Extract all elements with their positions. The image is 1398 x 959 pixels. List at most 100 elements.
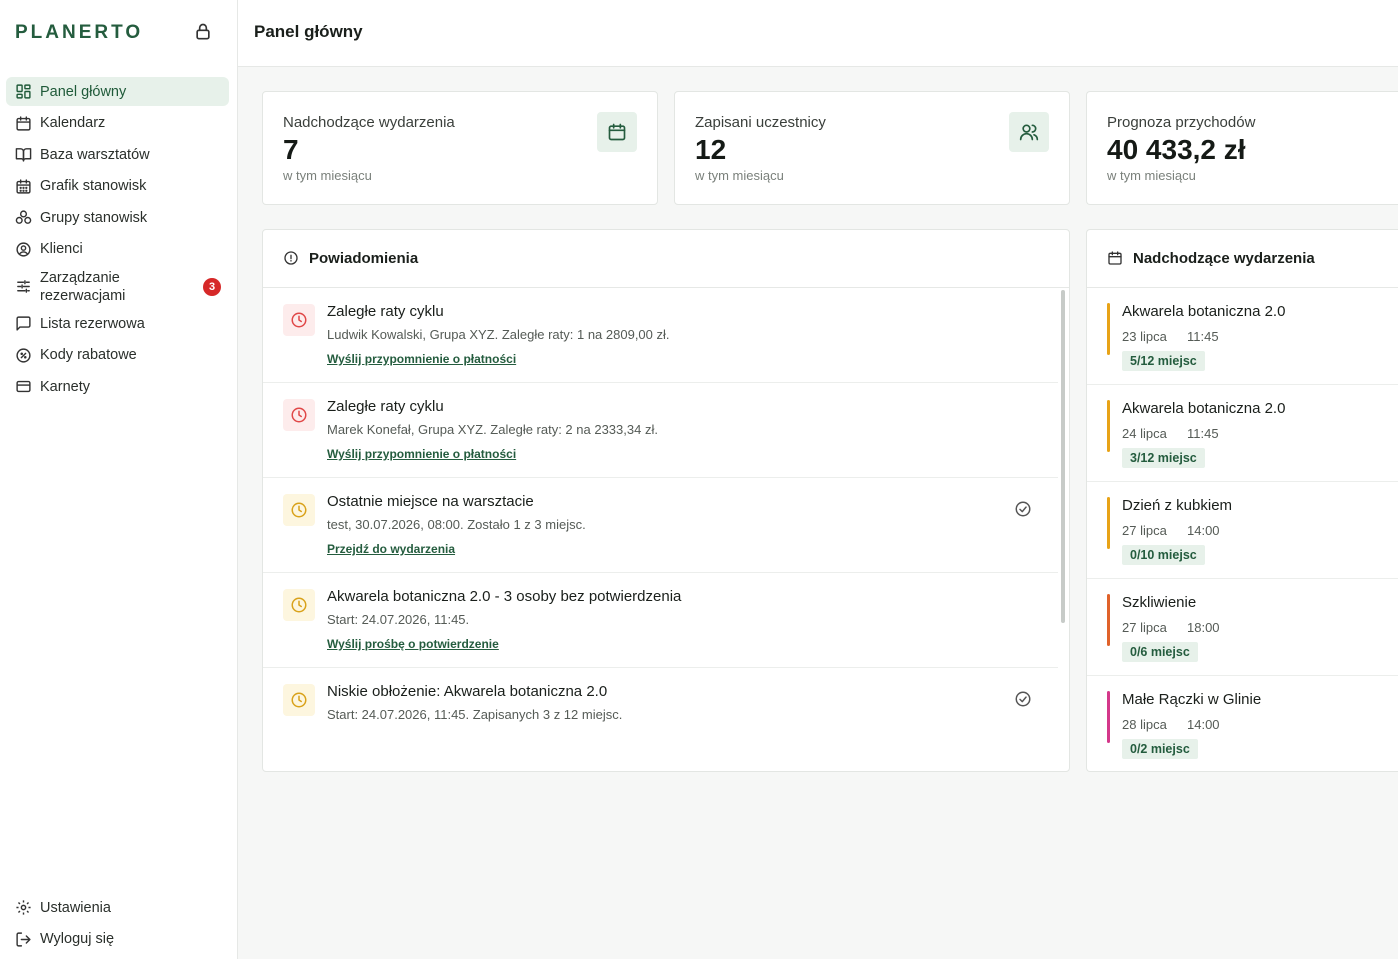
sidebar-item-passes[interactable]: Karnety — [6, 372, 229, 401]
event-item[interactable]: Szkliwienie 27 lipca 18:00 0/6 miejsc — [1087, 579, 1398, 676]
sidebar-item-discount-codes[interactable]: Kody rabatowe — [6, 341, 229, 370]
top-bar: Panel główny — [238, 0, 1398, 67]
event-color-bar — [1107, 303, 1110, 355]
page-title: Panel główny — [254, 22, 363, 41]
event-color-bar — [1107, 400, 1110, 452]
logout-icon — [14, 930, 32, 948]
divider — [263, 287, 1069, 288]
notifications-header: Powiadomienia — [283, 249, 418, 267]
event-date: 27 lipca — [1122, 620, 1167, 635]
event-time: 14:00 — [1187, 523, 1220, 538]
go-to-event-link[interactable]: Przejdź do wydarzenia — [327, 542, 456, 556]
calendar-grid-icon — [14, 177, 32, 195]
event-title: Dzień z kubkiem — [1122, 497, 1233, 514]
sidebar-item-calendar[interactable]: Kalendarz — [6, 109, 229, 138]
event-item[interactable]: Akwarela botaniczna 2.0 23 lipca 11:45 5… — [1087, 288, 1398, 385]
sidebar-item-reservations[interactable]: Zarządzanie rezerwacjami 3 — [6, 267, 229, 307]
sidebar-item-dashboard[interactable]: Panel główny — [6, 77, 229, 106]
dashboard-icon — [14, 83, 32, 101]
stat-value: 12 — [695, 134, 727, 165]
sidebar-nav: Panel główny Kalendarz Baza warsztatów G… — [6, 77, 229, 404]
sidebar-item-settings[interactable]: Ustawienia — [6, 893, 229, 922]
stat-value: 40 433,2 zł — [1107, 134, 1246, 165]
sidebar-item-clients[interactable]: Klienci — [6, 235, 229, 264]
event-title: Akwarela botaniczna 2.0 — [1122, 303, 1286, 320]
notification-item: Zaległe raty cyklu Ludwik Kowalski, Grup… — [263, 288, 1058, 383]
event-title: Szkliwienie — [1122, 594, 1197, 611]
message-square-icon — [14, 315, 32, 333]
event-seats-badge: 0/2 miejsc — [1122, 739, 1198, 759]
check-circle-icon[interactable] — [1014, 690, 1032, 708]
event-seats-badge: 0/10 miejsc — [1122, 545, 1205, 565]
notification-text: test, 30.07.2026, 08:00. Zostało 1 z 3 m… — [327, 517, 586, 532]
stat-value: 7 — [283, 134, 299, 165]
sidebar-item-label: Baza warsztatów — [40, 146, 150, 163]
sidebar-item-label: Zarządzanie rezerwacjami — [40, 269, 126, 304]
sidebar-item-label: Panel główny — [40, 83, 127, 100]
notification-item: Akwarela botaniczna 2.0 - 3 osoby bez po… — [263, 573, 1058, 668]
calendar-icon — [597, 112, 637, 152]
alert-clock-icon — [283, 399, 315, 431]
sidebar-item-waitlist[interactable]: Lista rezerwowa — [6, 309, 229, 338]
stat-card-revenue-forecast: Prognoza przychodów 40 433,2 zł w tym mi… — [1086, 91, 1398, 205]
event-date: 23 lipca — [1122, 329, 1167, 344]
gear-icon — [14, 899, 32, 917]
stat-label: Prognoza przychodów — [1107, 114, 1256, 131]
sidebar-item-label: Kalendarz — [40, 115, 106, 132]
sidebar-item-workshops[interactable]: Baza warsztatów — [6, 140, 229, 169]
event-seats-badge: 3/12 miejsc — [1122, 448, 1205, 468]
clock-icon — [283, 684, 315, 716]
users-icon — [1009, 112, 1049, 152]
upcoming-events-panel: Nadchodzące wydarzenia Akwarela botanicz… — [1086, 229, 1398, 772]
sidebar-item-label: Grupy stanowisk — [40, 209, 148, 226]
stat-card-participants: Zapisani uczestnicy 12 w tym miesiącu — [674, 91, 1070, 205]
event-date: 24 lipca — [1122, 426, 1167, 441]
event-time: 14:00 — [1187, 717, 1220, 732]
sidebar-item-label: Lista rezerwowa — [40, 315, 145, 332]
stat-label: Nadchodzące wydarzenia — [283, 114, 455, 131]
sidebar-item-station-schedule[interactable]: Grafik stanowisk — [6, 172, 229, 201]
sidebar-item-logout[interactable]: Wyloguj się — [6, 925, 229, 954]
calendar-icon — [14, 114, 32, 132]
check-circle-icon[interactable] — [1014, 500, 1032, 518]
event-seats-badge: 5/12 miejsc — [1122, 351, 1205, 371]
event-color-bar — [1107, 691, 1110, 743]
book-open-icon — [14, 146, 32, 164]
event-item[interactable]: Akwarela botaniczna 2.0 24 lipca 11:45 3… — [1087, 385, 1398, 482]
notification-title: Akwarela botaniczna 2.0 - 3 osoby bez po… — [327, 588, 682, 605]
notification-item: Niskie obłożenie: Akwarela botaniczna 2.… — [263, 668, 1058, 763]
notification-title: Niskie obłożenie: Akwarela botaniczna 2.… — [327, 683, 608, 700]
events-title: Nadchodzące wydarzenia — [1133, 249, 1315, 267]
send-payment-reminder-link[interactable]: Wyślij przypomnienie o płatności — [327, 447, 517, 461]
event-item[interactable]: Dzień z kubkiem 27 lipca 14:00 0/10 miej… — [1087, 482, 1398, 579]
notifications-title: Powiadomienia — [309, 249, 419, 267]
event-seats-badge: 0/6 miejsc — [1122, 642, 1198, 662]
notification-title: Zaległe raty cyklu — [327, 398, 444, 415]
event-time: 18:00 — [1187, 620, 1220, 635]
reservations-count-badge: 3 — [203, 277, 221, 296]
brand-logo: PLANERTO — [15, 22, 144, 43]
notifications-panel: Powiadomienia Zaległe raty cyklu Ludwik … — [262, 229, 1070, 772]
send-payment-reminder-link[interactable]: Wyślij przypomnienie o płatności — [327, 352, 517, 366]
stat-subtitle: w tym miesiącu — [1107, 168, 1196, 183]
sidebar-item-label: Grafik stanowisk — [40, 178, 147, 195]
stat-label: Zapisani uczestnicy — [695, 114, 826, 131]
event-item[interactable]: Małe Rączki w Glinie 28 lipca 14:00 0/2 … — [1087, 676, 1398, 773]
notifications-scrollbar[interactable] — [1061, 290, 1065, 623]
event-date: 27 lipca — [1122, 523, 1167, 538]
credit-card-icon — [14, 378, 32, 396]
notification-text: Ludwik Kowalski, Grupa XYZ. Zaległe raty… — [327, 327, 670, 342]
sidebar-item-station-groups[interactable]: Grupy stanowisk — [6, 203, 229, 232]
sidebar-item-label: Wyloguj się — [40, 931, 115, 948]
send-confirmation-request-link[interactable]: Wyślij prośbę o potwierdzenie — [327, 637, 499, 651]
notification-text: Start: 24.07.2026, 11:45. — [327, 612, 470, 627]
clock-icon — [283, 494, 315, 526]
alert-clock-icon — [283, 304, 315, 336]
notification-title: Ostatnie miejsce na warsztacie — [327, 493, 534, 510]
sidebar-bottom-nav: Ustawienia Wyloguj się — [6, 893, 229, 956]
events-header: Nadchodzące wydarzenia — [1107, 249, 1315, 267]
lock-icon[interactable] — [193, 22, 213, 42]
user-circle-icon — [14, 240, 32, 258]
event-color-bar — [1107, 497, 1110, 549]
sidebar-item-label: Kody rabatowe — [40, 347, 137, 364]
